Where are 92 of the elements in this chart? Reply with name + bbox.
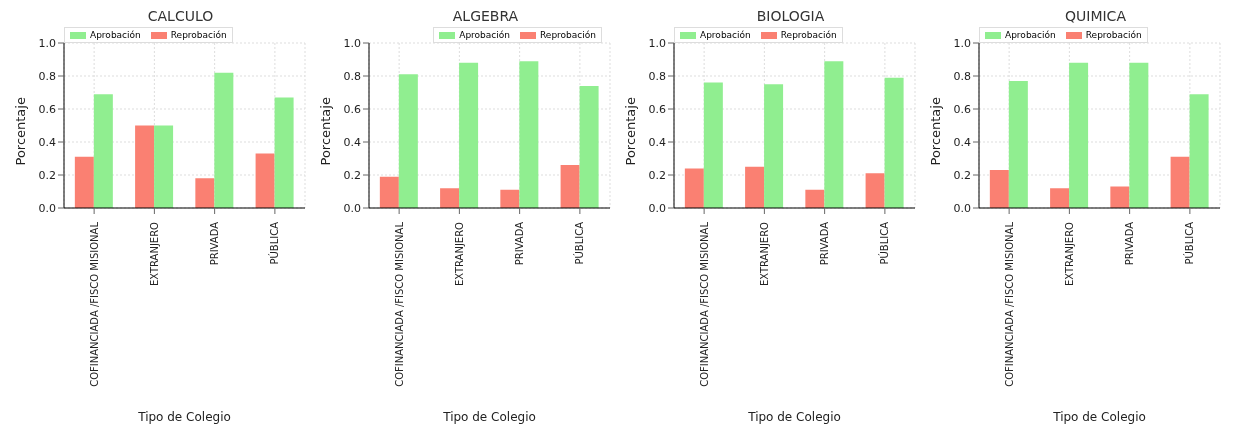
y-tick-label: 1.0 [38, 36, 56, 50]
y-tick-label: 0.4 [38, 135, 56, 149]
bar [1189, 94, 1209, 208]
bar [684, 168, 704, 208]
x-tick-label: EXTRANJERO [758, 221, 770, 287]
y-tick-label: 0.8 [343, 69, 361, 83]
y-axis-title: Porcentaje [622, 97, 638, 166]
bar [154, 125, 174, 208]
y-axis-title: Porcentaje [12, 97, 28, 166]
legend-label: Reprobación [169, 30, 227, 40]
bar [459, 62, 479, 208]
x-axis-title: Tipo de Colegio [137, 410, 231, 424]
bar [824, 61, 844, 208]
y-tick-label: 0.0 [953, 201, 971, 215]
y-tick-label: 0.4 [953, 135, 971, 149]
legend-label: Reprobación [539, 30, 596, 40]
y-tick-label: 0.0 [648, 201, 666, 215]
y-axis-title: Porcentaje [317, 97, 333, 166]
y-tick-label: 0.2 [38, 168, 56, 182]
bar [703, 82, 723, 208]
legend-label: Aprobación [699, 30, 751, 40]
y-tick-label: 0.4 [648, 135, 666, 149]
x-tick-label: COFINANCIADA /FISCO MISIONAL [698, 221, 710, 387]
legend-label: Reprobación [779, 30, 837, 40]
y-tick-label: 0.0 [343, 201, 361, 215]
y-tick-label: 0.2 [953, 168, 971, 182]
y-tick-label: 1.0 [648, 36, 666, 50]
bar [93, 94, 113, 208]
y-axis-title: Porcentaje [927, 97, 943, 166]
legend-label: Reprobación [1084, 30, 1142, 40]
x-tick-label: EXTRANJERO [1063, 221, 1075, 287]
bar [74, 156, 94, 208]
bar [1110, 186, 1130, 208]
x-tick-label: COFINANCIADA /FISCO MISIONAL [88, 221, 100, 387]
y-tick-label: 0.6 [38, 102, 56, 116]
bar [135, 125, 155, 208]
x-axis-title: Tipo de Colegio [747, 410, 841, 424]
x-tick-label: PÚBLICA [573, 221, 586, 265]
y-tick-label: 0.0 [38, 201, 56, 215]
bar [398, 74, 418, 208]
bar [1069, 62, 1089, 208]
y-tick-label: 0.2 [343, 168, 361, 182]
bar [989, 170, 1009, 208]
x-tick-label: PÚBLICA [878, 221, 891, 265]
x-tick-label: COFINANCIADA /FISCO MISIONAL [1003, 221, 1015, 387]
x-tick-label: EXTRANJERO [148, 221, 160, 287]
y-tick-label: 1.0 [953, 36, 971, 50]
bar [255, 153, 275, 208]
bar [1129, 62, 1149, 208]
bar [745, 166, 765, 208]
x-axis-title: Tipo de Colegio [1052, 410, 1146, 424]
x-tick-label: PRIVADA [1124, 221, 1136, 266]
y-tick-label: 0.4 [343, 135, 361, 149]
bar [764, 84, 784, 208]
legend-label: Aprobación [1004, 30, 1056, 40]
bar [884, 77, 904, 208]
y-tick-label: 0.6 [648, 102, 666, 116]
y-tick-label: 0.8 [953, 69, 971, 83]
x-tick-label: PRIVADA [209, 221, 221, 266]
y-tick-label: 0.6 [953, 102, 971, 116]
x-tick-label: PRIVADA [514, 221, 526, 266]
bar [519, 61, 539, 208]
y-tick-label: 0.8 [648, 69, 666, 83]
y-tick-label: 1.0 [343, 36, 361, 50]
x-tick-label: PRIVADA [819, 221, 831, 266]
bar [500, 189, 520, 208]
bar [579, 85, 599, 208]
bar [865, 173, 885, 208]
chart-title: ALGEBRA [451, 8, 520, 25]
y-tick-label: 0.6 [343, 102, 361, 116]
bar [560, 165, 580, 208]
legend-label: Aprobación [458, 30, 510, 40]
x-axis-title: Tipo de Colegio [442, 410, 536, 424]
y-tick-label: 0.8 [38, 69, 56, 83]
legend-label: Aprobación [89, 30, 141, 40]
x-tick-label: PÚBLICA [268, 221, 281, 265]
chart-title: BIOLOGIA [755, 8, 826, 25]
bar [805, 189, 825, 208]
x-tick-label: EXTRANJERO [453, 221, 465, 287]
bar [1170, 156, 1190, 208]
bar [1008, 80, 1028, 208]
bar [379, 176, 399, 208]
y-tick-label: 0.2 [648, 168, 666, 182]
x-tick-label: COFINANCIADA /FISCO MISIONAL [393, 221, 405, 387]
bar [274, 97, 294, 208]
bar [214, 72, 234, 208]
chart-title: QUIMICA [1064, 8, 1127, 25]
chart-title: CALCULO [146, 8, 215, 25]
bar [195, 178, 215, 208]
bar [1050, 188, 1070, 208]
bar [440, 188, 460, 208]
x-tick-label: PÚBLICA [1183, 221, 1196, 265]
